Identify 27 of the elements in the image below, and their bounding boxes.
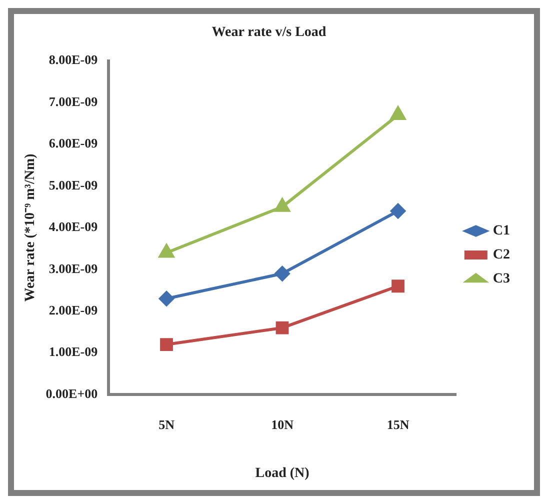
y-tick-label: 6.00E-09: [48, 136, 98, 151]
legend-label: C2: [492, 248, 510, 263]
y-tick-label: 4.00E-09: [48, 219, 98, 234]
x-tick-label: 10N: [271, 416, 294, 432]
y-tick-label: 1.00E-09: [48, 344, 98, 360]
point: [276, 321, 289, 334]
y-tick-label: 8.00E-09: [48, 52, 98, 68]
x-axis-title: Load (N): [255, 466, 310, 482]
y-tick-label: 5.00E-09: [48, 177, 98, 192]
legend-label: C3: [492, 272, 510, 287]
y-tick-label: 2.00E-09: [48, 302, 98, 318]
point: [390, 204, 406, 219]
point: [390, 106, 406, 120]
x-tick-label: 5N: [158, 416, 176, 432]
legend-label: C1: [492, 224, 510, 239]
y-tick-label: 3.00E-09: [48, 260, 98, 276]
y-axis-title: Wear rate (*10⁻⁹ m³/Nm): [23, 153, 38, 302]
y-tick-label: 0.00E+00: [46, 386, 98, 401]
point: [159, 291, 174, 306]
point: [274, 266, 290, 282]
point: [158, 244, 174, 258]
chart-title: Wear rate v/s Load: [212, 25, 326, 40]
point: [160, 338, 173, 351]
y-tick-label: 7.00E-09: [48, 94, 98, 109]
point: [274, 198, 290, 212]
point: [392, 280, 404, 293]
x-tick-label: 15N: [386, 416, 410, 432]
